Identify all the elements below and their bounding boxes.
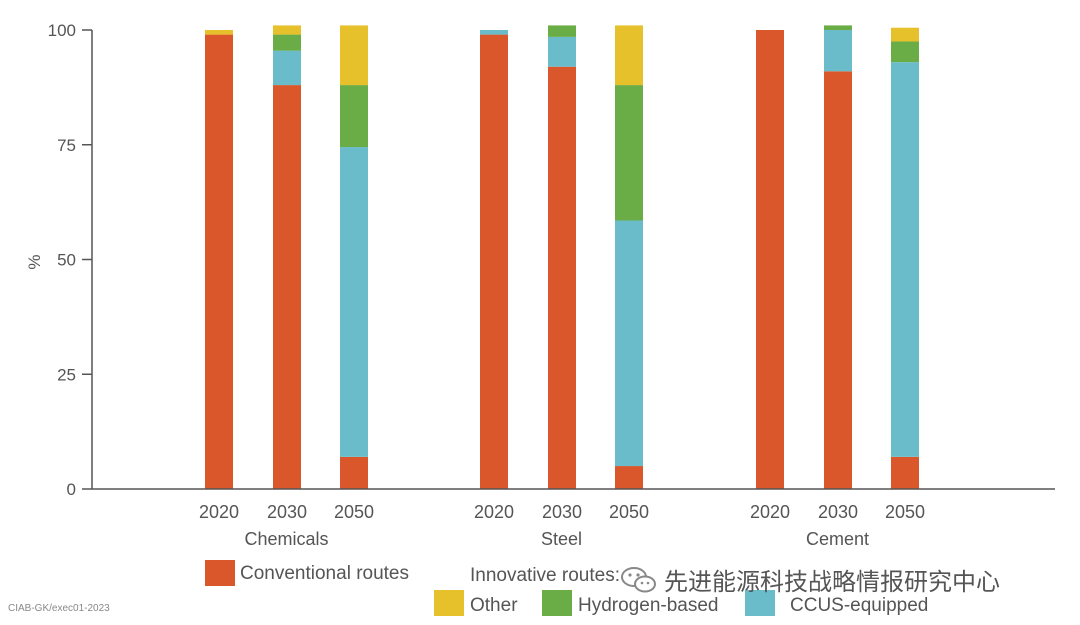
legend-swatch-hydrogen (542, 590, 572, 616)
group-label: Cement (806, 529, 869, 549)
y-tick-label: 75 (57, 136, 76, 155)
legend-label-other: Other (470, 595, 518, 616)
bar-segment-conventional-routes (548, 66, 576, 489)
y-tick-label: 0 (67, 480, 76, 499)
group-label: Chemicals (244, 529, 328, 549)
bar-segment-ccus-equipped (273, 50, 301, 86)
bar-segment-other (205, 30, 233, 35)
bar-segment-conventional-routes (205, 34, 233, 490)
wechat-icon (621, 567, 656, 593)
legend-swatch-other (434, 590, 464, 616)
y-tick-label: 25 (57, 365, 76, 384)
x-tick-label: 2050 (609, 502, 649, 522)
y-tick-label: 50 (57, 251, 76, 270)
bars-layer (205, 25, 919, 490)
x-tick-label: 2030 (542, 502, 582, 522)
bar-segment-ccus-equipped (824, 30, 852, 72)
group-label: Steel (541, 529, 582, 549)
bar-segment-conventional-routes (891, 456, 919, 489)
legend-swatch-conventional (205, 560, 235, 586)
bar-segment-other (615, 25, 643, 86)
bar-segment-ccus-equipped (340, 147, 368, 457)
bar-segment-hydrogen-based (891, 41, 919, 63)
legend-label-ccus: CCUS-equipped (790, 595, 929, 616)
bar-segment-conventional-routes (615, 466, 643, 489)
bar-segment-conventional-routes (340, 456, 368, 489)
bar-segment-other (340, 25, 368, 86)
x-tick-label: 2030 (818, 502, 858, 522)
bar-segment-ccus-equipped (548, 36, 576, 67)
bar-segment-ccus-equipped (480, 30, 508, 35)
x-tick-label: 2050 (334, 502, 374, 522)
legend-label-conventional: Conventional routes (240, 563, 409, 584)
legend-label-innovative: Innovative routes: (470, 565, 620, 586)
x-tick-label: 2020 (474, 502, 514, 522)
footnote: CIAB-GK/exec01-2023 (8, 603, 110, 614)
bar-segment-conventional-routes (756, 30, 784, 489)
bar-segment-hydrogen-based (548, 25, 576, 37)
bar-segment-other (891, 27, 919, 42)
bar-segment-conventional-routes (273, 85, 301, 489)
bar-segment-other (273, 25, 301, 35)
bar-segment-hydrogen-based (615, 85, 643, 221)
x-tick-label: 2050 (885, 502, 925, 522)
bar-segment-hydrogen-based (273, 34, 301, 51)
x-tick-label: 2030 (267, 502, 307, 522)
x-tick-label: 2020 (750, 502, 790, 522)
x-tick-label: 2020 (199, 502, 239, 522)
legend-swatch-ccus (745, 590, 775, 616)
y-tick-label: 100 (48, 21, 76, 40)
bar-segment-hydrogen-based (824, 25, 852, 30)
bar-segment-ccus-equipped (615, 220, 643, 467)
bar-segment-conventional-routes (480, 34, 508, 490)
bar-segment-conventional-routes (824, 71, 852, 489)
bar-segment-ccus-equipped (891, 62, 919, 457)
y-axis-label: % (25, 254, 44, 269)
watermark-text: 先进能源科技战略情报研究中心 (664, 568, 1000, 596)
legend-label-hydrogen: Hydrogen-based (578, 595, 719, 616)
bar-segment-hydrogen-based (340, 85, 368, 148)
